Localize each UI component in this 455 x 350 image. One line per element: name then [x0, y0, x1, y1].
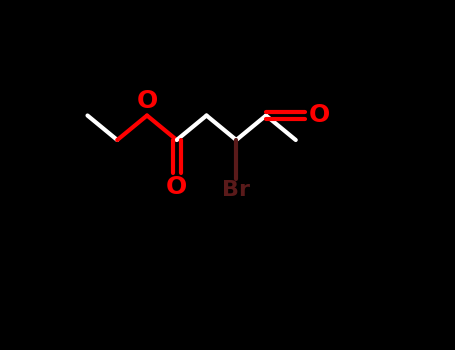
Text: O: O: [308, 104, 330, 127]
Text: Br: Br: [222, 180, 250, 200]
Text: O: O: [166, 175, 187, 199]
Text: O: O: [136, 89, 157, 113]
